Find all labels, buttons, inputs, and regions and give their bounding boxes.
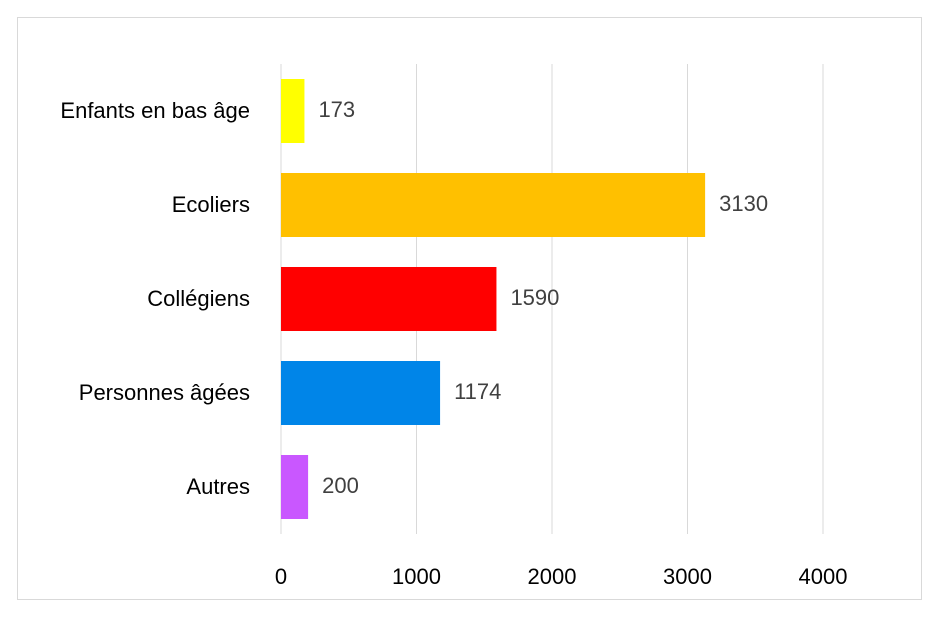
x-tick-label: 1000 — [392, 564, 441, 589]
y-tick-label: Collégiens — [147, 286, 250, 311]
y-tick-label: Autres — [186, 474, 250, 499]
data-label: 173 — [318, 97, 355, 122]
category-label-box: Personnes âgées — [79, 346, 250, 440]
bar — [281, 79, 305, 143]
y-tick-label: Ecoliers — [171, 192, 250, 217]
x-tick-label: 3000 — [663, 564, 712, 589]
y-tick-label: Personnes âgées — [78, 380, 250, 405]
y-tick-label: Enfants en bas âge — [60, 98, 250, 123]
category-label-box: Autres — [186, 440, 250, 534]
bar — [281, 267, 497, 331]
data-label: 200 — [322, 473, 359, 498]
x-tick-label: 2000 — [528, 564, 577, 589]
bar — [281, 361, 441, 425]
bar — [281, 455, 309, 519]
data-label: 1590 — [510, 285, 559, 310]
bar — [281, 173, 706, 237]
category-label-box: Ecoliers — [172, 158, 250, 252]
x-tick-label: 0 — [275, 564, 287, 589]
category-label-box: Collégiens — [147, 252, 250, 346]
x-tick-label: 4000 — [799, 564, 848, 589]
data-label: 1174 — [454, 379, 501, 404]
category-label-box: Enfants en bas âge — [60, 64, 250, 158]
data-label: 3130 — [719, 191, 768, 216]
